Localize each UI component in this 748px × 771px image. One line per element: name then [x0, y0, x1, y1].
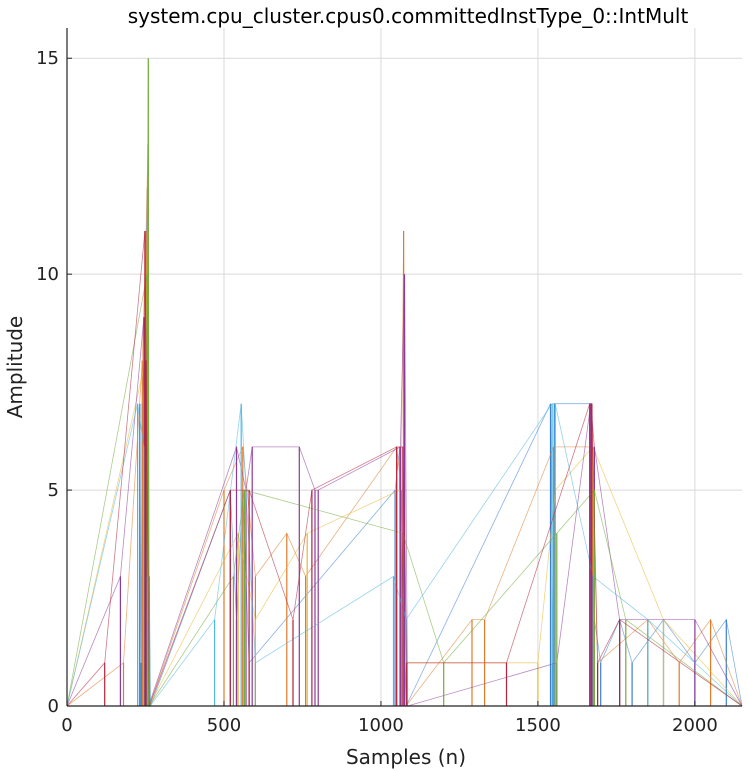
x-ticks: 0 500 1000 1500 2000 [61, 701, 718, 736]
series-spikes [104, 231, 621, 706]
series-line [66, 230, 743, 707]
y-tick-label: 5 [48, 480, 59, 501]
series-line [66, 58, 743, 708]
chart-title: system.cpu_cluster.cpus0.committedInstTy… [128, 4, 689, 28]
x-axis-label: Samples (n) [346, 745, 466, 769]
y-tick-label: 15 [36, 48, 59, 69]
series-spikes [137, 403, 649, 706]
y-axis-label: Amplitude [3, 316, 27, 419]
x-tick-label: 500 [207, 715, 241, 736]
y-ticks: 0 5 10 15 [36, 48, 72, 717]
series-group [66, 58, 743, 708]
y-tick-label: 10 [36, 264, 59, 285]
x-tick-label: 0 [61, 715, 72, 736]
x-tick-label: 1500 [515, 715, 561, 736]
y-tick-label: 0 [48, 696, 59, 717]
x-tick-label: 2000 [672, 715, 718, 736]
x-tick-label: 1000 [358, 715, 404, 736]
